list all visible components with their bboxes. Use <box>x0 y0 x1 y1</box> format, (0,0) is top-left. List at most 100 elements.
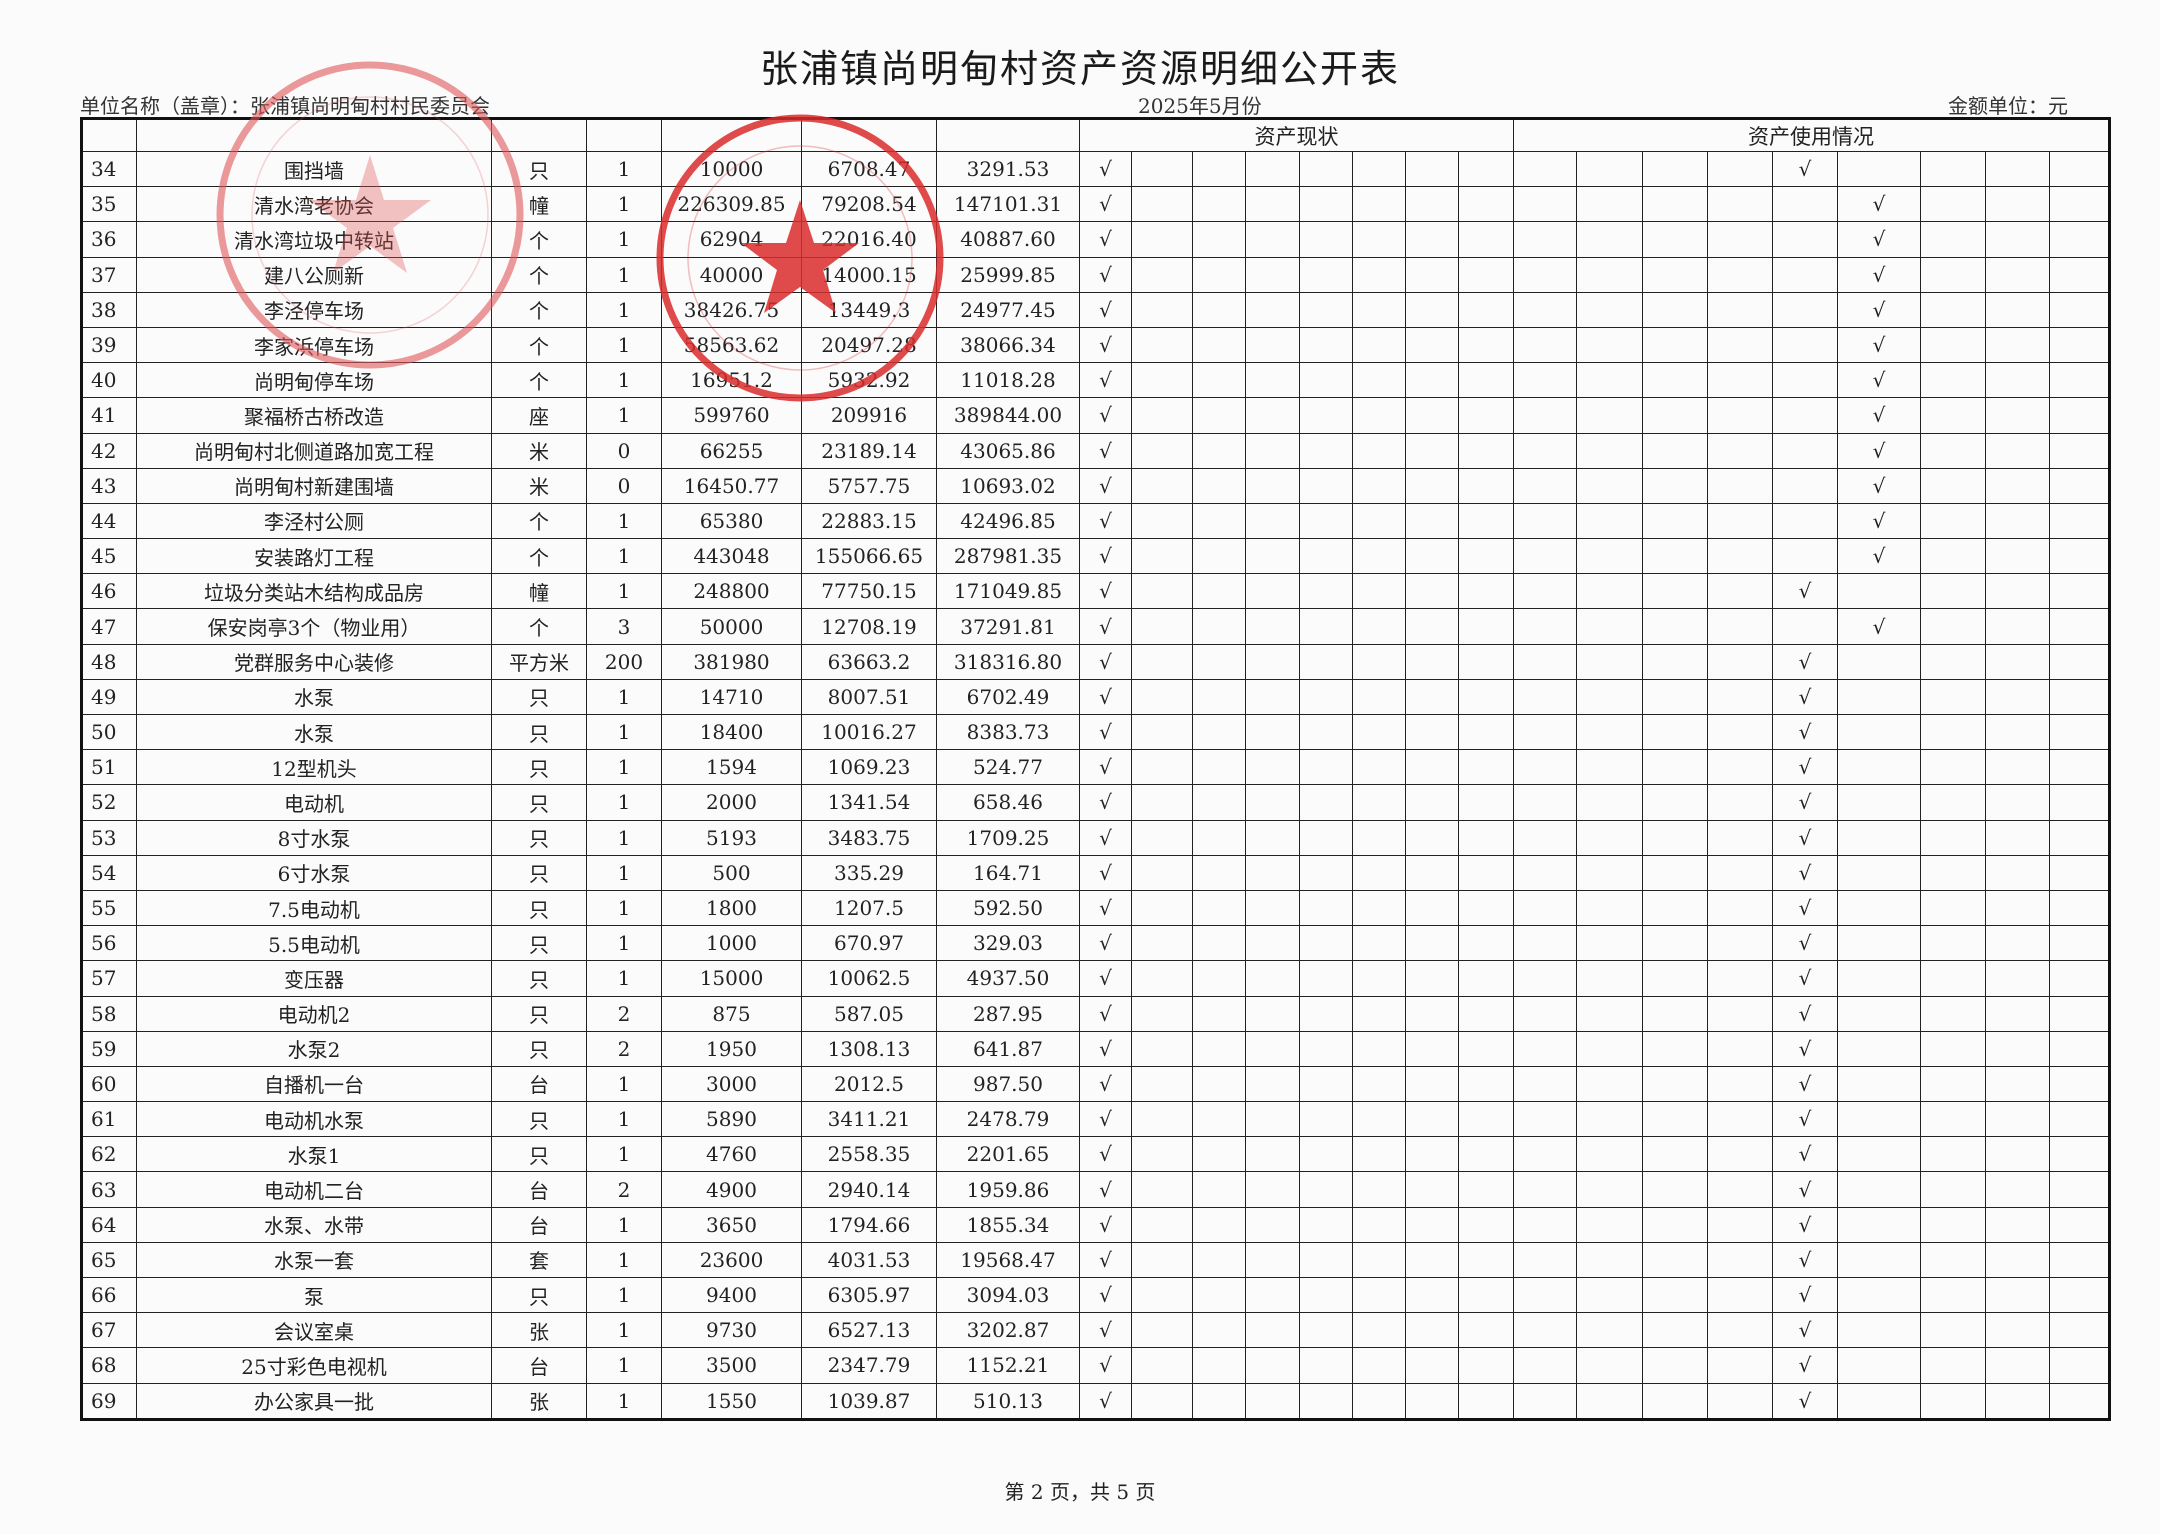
unit-cell: 台 <box>491 1347 587 1384</box>
status-cell <box>1131 256 1193 293</box>
unit-cell: 幢 <box>491 573 587 610</box>
header-cell <box>491 118 587 152</box>
usage-cell <box>1985 150 2050 188</box>
status-cell <box>1192 291 1246 328</box>
status-cell <box>1352 1101 1406 1138</box>
status-cell <box>1299 186 1353 223</box>
asset-name-cell: 5.5电动机 <box>136 925 492 962</box>
status-cell <box>1131 150 1193 188</box>
table-row: 40 尚明甸停车场个 1 16951.2 5932.92 11018.28 √ √ <box>81 362 2111 399</box>
header-cell <box>81 118 137 152</box>
usage-cell <box>2048 1171 2111 1208</box>
table-row: 66 泵只 1 9400 6305.97 3094.03 √ √ <box>81 1276 2111 1314</box>
status-cell <box>1299 1065 1353 1103</box>
usage-cell <box>1513 186 1577 223</box>
unit-cell: 张 <box>491 1382 587 1420</box>
unit-cell: 米 <box>491 432 587 469</box>
usage-cell <box>1707 1276 1773 1314</box>
row-number-cell: 51 <box>81 749 137 786</box>
depreciation-cell: 2558.35 <box>801 1136 937 1173</box>
status-cell <box>1192 432 1246 469</box>
usage-cell <box>1513 713 1577 751</box>
row-number-cell: 59 <box>81 1030 137 1067</box>
usage-cell <box>1642 186 1708 223</box>
status-cell <box>1192 1030 1246 1067</box>
usage-cell <box>1513 573 1577 610</box>
status-cell <box>1299 362 1353 399</box>
status-cell <box>1458 889 1514 927</box>
row-number-cell: 39 <box>81 326 137 364</box>
usage-cell <box>1576 221 1643 258</box>
usage-check-mark: √ <box>1772 889 1838 927</box>
usage-cell <box>1920 432 1986 469</box>
table-row: 39 李家浜停车场个 1 58563.62 20497.28 38066.34 √ √ <box>81 326 2111 364</box>
status-cell <box>1192 643 1246 680</box>
asset-name-cell: 12型机头 <box>136 749 492 786</box>
usage-cell <box>1642 784 1708 821</box>
usage-cell <box>1985 854 2050 891</box>
status-cell <box>1405 784 1459 821</box>
status-cell <box>1352 326 1406 364</box>
usage-cell <box>2048 326 2111 364</box>
usage-cell <box>1920 397 1986 434</box>
depreciation-cell: 8007.51 <box>801 678 937 716</box>
usage-cell <box>1642 397 1708 434</box>
usage-cell <box>1513 995 1577 1032</box>
original-value-cell: 3000 <box>661 1065 802 1103</box>
status-check-mark: √ <box>1079 291 1132 328</box>
table-row: 63 电动机二台台 2 4900 2940.14 1959.86 √ √ <box>81 1171 2111 1208</box>
quantity-cell: 1 <box>586 889 662 927</box>
usage-cell <box>2048 467 2111 504</box>
unit-cell: 台 <box>491 1206 587 1243</box>
usage-cell <box>2048 925 2111 962</box>
usage-cell <box>1513 960 1577 997</box>
depreciation-cell: 22883.15 <box>801 502 937 540</box>
status-cell <box>1245 362 1300 399</box>
depreciation-cell: 4031.53 <box>801 1241 937 1279</box>
unit-cell: 个 <box>491 291 587 328</box>
status-cell <box>1352 713 1406 751</box>
asset-name-cell: 泵 <box>136 1276 492 1314</box>
status-cell <box>1131 854 1193 891</box>
original-value-cell: 16450.77 <box>661 467 802 504</box>
depreciation-cell: 12708.19 <box>801 608 937 645</box>
usage-cell <box>1920 749 1986 786</box>
unit-cell: 只 <box>491 678 587 716</box>
net-value-cell: 3202.87 <box>936 1312 1080 1349</box>
usage-check-mark: √ <box>1772 150 1838 188</box>
depreciation-cell: 10062.5 <box>801 960 937 997</box>
status-cell <box>1131 1136 1193 1173</box>
status-cell <box>1352 1030 1406 1067</box>
status-cell <box>1458 643 1514 680</box>
table-row: 65 水泵一套套 1 23600 4031.53 19568.47 √ √ <box>81 1241 2111 1279</box>
unit-cell: 个 <box>491 221 587 258</box>
status-cell <box>1405 573 1459 610</box>
usage-cell <box>2048 784 2111 821</box>
asset-name-cell: 变压器 <box>136 960 492 997</box>
status-cell <box>1405 1312 1459 1349</box>
depreciation-cell: 2347.79 <box>801 1347 937 1384</box>
status-cell <box>1405 854 1459 891</box>
usage-cell <box>1985 397 2050 434</box>
table-row: 51 12型机头只 1 1594 1069.23 524.77 √ √ <box>81 749 2111 786</box>
asset-name-cell: 电动机 <box>136 784 492 821</box>
usage-cell <box>1920 889 1986 927</box>
usage-cell <box>2048 1312 2111 1349</box>
usage-cell <box>1576 256 1643 293</box>
status-cell <box>1192 854 1246 891</box>
usage-cell <box>1576 1171 1643 1208</box>
usage-cell <box>1985 1065 2050 1103</box>
status-check-mark: √ <box>1079 925 1132 962</box>
usage-check-mark: √ <box>1837 432 1921 469</box>
status-cell <box>1192 326 1246 364</box>
status-cell <box>1458 749 1514 786</box>
status-cell <box>1352 291 1406 328</box>
usage-cell <box>2048 150 2111 188</box>
status-check-mark: √ <box>1079 854 1132 891</box>
usage-cell <box>1920 608 1986 645</box>
quantity-cell: 1 <box>586 362 662 399</box>
status-cell <box>1131 1382 1193 1420</box>
status-cell <box>1192 678 1246 716</box>
net-value-cell: 171049.85 <box>936 573 1080 610</box>
table-row: 44 李泾村公厕个 1 65380 22883.15 42496.85 √ √ <box>81 502 2111 540</box>
